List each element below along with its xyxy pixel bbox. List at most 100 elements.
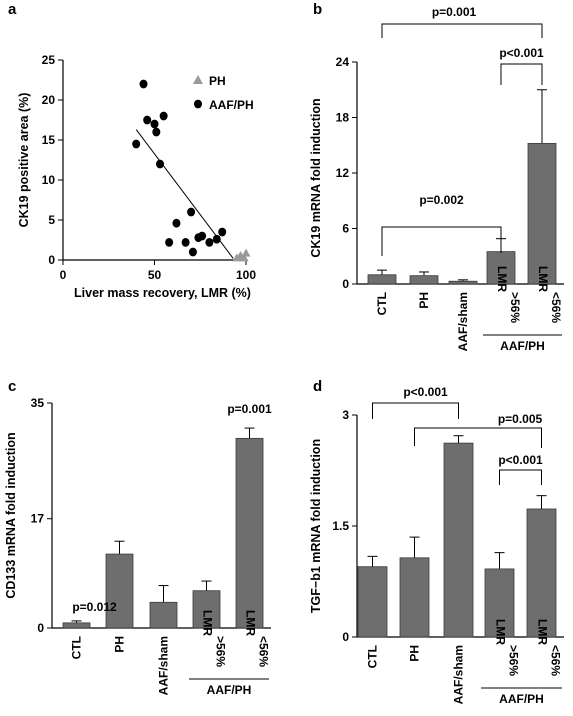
legend-label-aaf-ph: AAF/PH bbox=[209, 98, 254, 112]
panel-letter: a bbox=[8, 1, 17, 18]
y-tick-label: 12 bbox=[336, 166, 350, 180]
data-point-aaf-ph bbox=[155, 159, 164, 169]
data-point-aaf-ph bbox=[218, 227, 227, 237]
category-label: CTL bbox=[70, 636, 84, 659]
y-tick-label: 6 bbox=[342, 222, 349, 236]
bar bbox=[357, 566, 388, 638]
significance-label: p=0.001 bbox=[432, 5, 477, 19]
category-label: >56% bbox=[507, 645, 521, 676]
bar bbox=[448, 280, 478, 285]
y-tick-label: 0 bbox=[37, 621, 44, 635]
data-point-ph bbox=[241, 248, 251, 257]
y-tick-label: 5 bbox=[48, 213, 55, 227]
category-label: AAF/sham bbox=[452, 645, 466, 704]
legend-label-ph: PH bbox=[209, 74, 226, 88]
data-point-aaf-ph bbox=[172, 218, 181, 228]
category-label: >56% bbox=[214, 636, 228, 667]
bar-significance-label: p=0.012 bbox=[72, 600, 117, 614]
y-tick-label: 17 bbox=[31, 512, 45, 526]
significance-label: p=0.002 bbox=[419, 193, 464, 207]
bar bbox=[105, 553, 134, 629]
category-label: CTL bbox=[366, 645, 380, 668]
bar bbox=[399, 557, 430, 638]
category-label: LMR bbox=[495, 266, 509, 292]
group-label: AAF/PH bbox=[207, 683, 252, 697]
y-axis-label: TGF−b1 mRNA fold induction bbox=[309, 439, 323, 613]
significance-bracket bbox=[372, 402, 459, 419]
category-label: >56% bbox=[508, 292, 522, 323]
bar bbox=[192, 590, 221, 629]
y-tick-label: 18 bbox=[336, 111, 350, 125]
x-tick-label: 50 bbox=[148, 268, 162, 282]
category-label: <56% bbox=[549, 292, 563, 323]
data-point-aaf-ph bbox=[198, 231, 207, 241]
category-label: AAF/sham bbox=[456, 292, 470, 351]
category-label: CTL bbox=[375, 292, 389, 315]
bar bbox=[443, 442, 474, 638]
y-tick-label: 1.5 bbox=[332, 519, 349, 533]
y-tick-label: 20 bbox=[42, 93, 56, 107]
data-point-aaf-ph bbox=[152, 127, 161, 137]
category-label: PH bbox=[408, 645, 422, 662]
data-point-aaf-ph bbox=[205, 238, 214, 247]
bar bbox=[484, 568, 515, 638]
significance-bracket bbox=[414, 427, 542, 448]
data-point-aaf-ph bbox=[150, 119, 159, 129]
significance-bracket bbox=[500, 63, 543, 85]
panel-letter: d bbox=[313, 378, 322, 395]
data-point-aaf-ph bbox=[139, 79, 148, 89]
data-point-aaf-ph bbox=[143, 115, 152, 125]
category-label: LMR bbox=[201, 610, 215, 636]
x-tick-label: 100 bbox=[236, 268, 256, 282]
bar bbox=[409, 275, 439, 285]
category-label: <56% bbox=[549, 645, 563, 676]
y-tick-label: 15 bbox=[42, 133, 56, 147]
data-point-aaf-ph bbox=[212, 234, 221, 244]
category-label: PH bbox=[417, 292, 431, 309]
bar bbox=[527, 142, 557, 285]
significance-bracket bbox=[499, 469, 542, 485]
legend-marker-ph bbox=[193, 75, 203, 84]
category-label: <56% bbox=[257, 636, 271, 667]
y-tick-label: 24 bbox=[336, 55, 350, 69]
panel-letter: c bbox=[8, 378, 16, 395]
y-tick-label: 10 bbox=[42, 173, 56, 187]
legend-marker-aaf-ph bbox=[194, 99, 202, 109]
data-point-aaf-ph bbox=[165, 238, 174, 247]
y-tick-label: 0 bbox=[48, 253, 55, 267]
category-label: AAF/sham bbox=[157, 636, 171, 695]
data-point-aaf-ph bbox=[188, 247, 197, 257]
data-point-ph bbox=[232, 253, 242, 262]
y-tick-label: 0 bbox=[342, 277, 349, 291]
bar bbox=[235, 437, 264, 629]
y-tick-label: 25 bbox=[42, 53, 56, 67]
category-label: LMR bbox=[536, 619, 550, 645]
x-tick-label: 0 bbox=[60, 268, 67, 282]
bar-significance-label: p=0.001 bbox=[227, 402, 272, 416]
x-axis-label: Liver mass recovery, LMR (%) bbox=[74, 286, 251, 300]
y-tick-label: 35 bbox=[31, 396, 45, 410]
significance-label: p<0.001 bbox=[499, 46, 544, 60]
bar bbox=[149, 601, 178, 629]
significance-label: p<0.001 bbox=[498, 453, 543, 467]
category-label: PH bbox=[113, 636, 127, 653]
significance-bracket bbox=[381, 23, 543, 38]
panel-letter: b bbox=[313, 1, 322, 18]
data-point-aaf-ph bbox=[159, 111, 168, 121]
bar bbox=[367, 274, 397, 285]
category-label: LMR bbox=[536, 266, 550, 292]
category-label: LMR bbox=[494, 619, 508, 645]
significance-bracket bbox=[381, 226, 502, 256]
y-tick-label: 0 bbox=[342, 630, 349, 644]
bar bbox=[486, 251, 516, 285]
y-axis-label: CK19 mRNA fold induction bbox=[309, 98, 323, 257]
y-axis-label: CD133 mRNA fold induction bbox=[4, 432, 18, 598]
data-point-aaf-ph bbox=[181, 238, 190, 247]
data-point-aaf-ph bbox=[132, 139, 141, 149]
category-label: LMR bbox=[244, 610, 258, 636]
bar bbox=[526, 508, 557, 638]
data-point-ph bbox=[239, 253, 249, 262]
y-axis-label: CK19 positive area (%) bbox=[17, 93, 31, 228]
group-label: AAF/PH bbox=[499, 692, 544, 706]
